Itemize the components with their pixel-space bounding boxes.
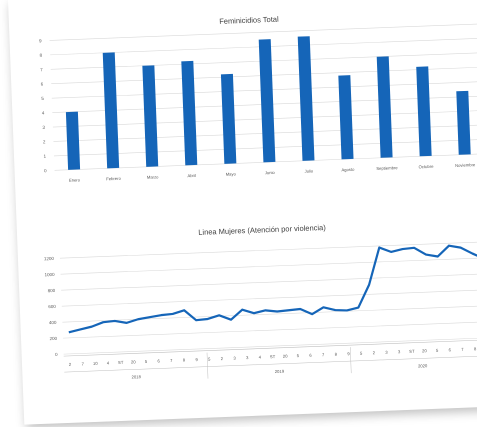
x-tick-label: Julio bbox=[304, 168, 313, 173]
x-tick-label: 5 bbox=[436, 348, 439, 353]
bar bbox=[338, 75, 354, 160]
y-tick-label: 800 bbox=[48, 288, 56, 293]
x-tick-label: Mayo bbox=[226, 171, 237, 176]
bar bbox=[65, 111, 81, 170]
x-group-label: 2019 bbox=[275, 369, 285, 374]
bar bbox=[142, 65, 159, 167]
x-tick-label: Enero bbox=[69, 177, 81, 182]
x-tick-label: ST bbox=[409, 349, 415, 354]
x-group-label: 2020 bbox=[418, 363, 428, 368]
gridline bbox=[63, 337, 477, 355]
y-tick-label: 400 bbox=[49, 320, 57, 325]
x-tick-label: 6 bbox=[157, 358, 160, 363]
chart-title: Feminicidios Total bbox=[219, 15, 279, 26]
x-tick-label: 4 bbox=[107, 360, 110, 365]
series-line bbox=[68, 244, 477, 334]
x-tick-label: 5 bbox=[297, 353, 300, 358]
x-tick-label: 20 bbox=[422, 348, 428, 353]
x-tick-label: 5 bbox=[208, 356, 211, 361]
x-tick-label: 20 bbox=[131, 359, 137, 364]
x-tick-label: 7 bbox=[81, 361, 84, 366]
y-tick-label: 4 bbox=[42, 110, 45, 115]
y-tick-label: 0 bbox=[55, 352, 58, 357]
gridline bbox=[49, 23, 477, 41]
y-tick-label: 1200 bbox=[44, 256, 55, 261]
printed-sheet: Feminicidios Total 0 1 2 3 4 5 6 7 8 9 Enero Febrer… bbox=[8, 0, 477, 425]
x-tick-label: 3 bbox=[398, 349, 401, 354]
y-tick-label: 1000 bbox=[44, 272, 55, 277]
bar-chart-feminicidios: Feminicidios Total 0 1 2 3 4 5 6 7 8 9 Enero Febrer… bbox=[39, 15, 477, 183]
gridline bbox=[61, 273, 477, 291]
gridline bbox=[61, 289, 477, 307]
x-tick-label: 4 bbox=[259, 355, 262, 360]
gridline bbox=[59, 241, 477, 259]
gridline bbox=[60, 257, 477, 275]
x-tick-label: Agosto bbox=[341, 167, 355, 173]
bar bbox=[181, 60, 198, 166]
x-tick-label: 3 bbox=[246, 355, 249, 360]
x-tick-label: 7 bbox=[170, 358, 173, 363]
x-tick-label: 7 bbox=[322, 352, 325, 357]
x-tick-label: 10 bbox=[93, 361, 99, 366]
y-tick-label: 600 bbox=[48, 304, 56, 309]
gridline bbox=[63, 321, 477, 339]
group-separator bbox=[206, 352, 209, 379]
x-tick-label: 7 bbox=[461, 347, 464, 352]
bar bbox=[376, 56, 393, 158]
y-tick-label: 1 bbox=[43, 154, 46, 159]
x-tick-label: Noviembre bbox=[455, 162, 476, 168]
x-tick-label: 3 bbox=[233, 355, 236, 360]
y-tick-label: 9 bbox=[39, 38, 42, 43]
x-tick-label: Octubre bbox=[419, 164, 435, 170]
x-tick-label: 9 bbox=[347, 351, 350, 356]
y-tick-label: 3 bbox=[42, 125, 45, 130]
x-tick-label: 8 bbox=[474, 346, 477, 351]
line-chart-linea-mujeres: Linea Mujeres (Atención por violencia) 0… bbox=[44, 223, 477, 380]
bar bbox=[220, 73, 237, 164]
group-divider bbox=[64, 355, 477, 373]
x-tick-label: 2 bbox=[373, 350, 376, 355]
x-tick-label: 8 bbox=[335, 352, 338, 357]
x-tick-label: Septiembre bbox=[376, 165, 398, 171]
x-axis-line bbox=[63, 339, 477, 357]
x-tick-label: Junio bbox=[265, 170, 276, 175]
x-group-label: 2018 bbox=[131, 374, 141, 379]
x-tick-label: 6 bbox=[448, 347, 451, 352]
x-tick-label: Abril bbox=[187, 173, 196, 178]
x-tick-label: 20 bbox=[283, 354, 289, 359]
group-separator bbox=[349, 347, 352, 374]
chart-title: Linea Mujeres (Atención por violencia) bbox=[198, 223, 326, 237]
y-tick-label: 0 bbox=[44, 168, 47, 173]
y-tick-label: 2 bbox=[43, 139, 46, 144]
y-tick-label: 5 bbox=[41, 96, 44, 101]
x-tick-label: Febrero bbox=[106, 176, 122, 182]
bar bbox=[297, 36, 315, 161]
x-tick-label: 8 bbox=[183, 357, 186, 362]
x-tick-label: 5 bbox=[360, 351, 363, 356]
x-tick-label: 2 bbox=[221, 356, 224, 361]
x-tick-label: 2 bbox=[69, 362, 72, 367]
y-tick-label: 200 bbox=[49, 336, 57, 341]
y-tick-label: 6 bbox=[41, 82, 44, 87]
bar bbox=[102, 52, 120, 169]
x-tick-label: 9 bbox=[195, 357, 198, 362]
bar bbox=[456, 90, 471, 155]
x-tick-label: ST bbox=[118, 360, 124, 365]
gridline bbox=[62, 305, 477, 323]
x-tick-label: Marzo bbox=[147, 174, 159, 179]
bar bbox=[258, 39, 276, 163]
x-tick-label: 5 bbox=[145, 359, 148, 364]
x-tick-label: 3 bbox=[385, 350, 388, 355]
x-tick-label: 6 bbox=[309, 353, 312, 358]
x-tick-label: ST bbox=[270, 354, 276, 359]
y-tick-label: 8 bbox=[40, 53, 43, 58]
bar bbox=[416, 66, 432, 157]
y-tick-label: 7 bbox=[40, 67, 43, 72]
